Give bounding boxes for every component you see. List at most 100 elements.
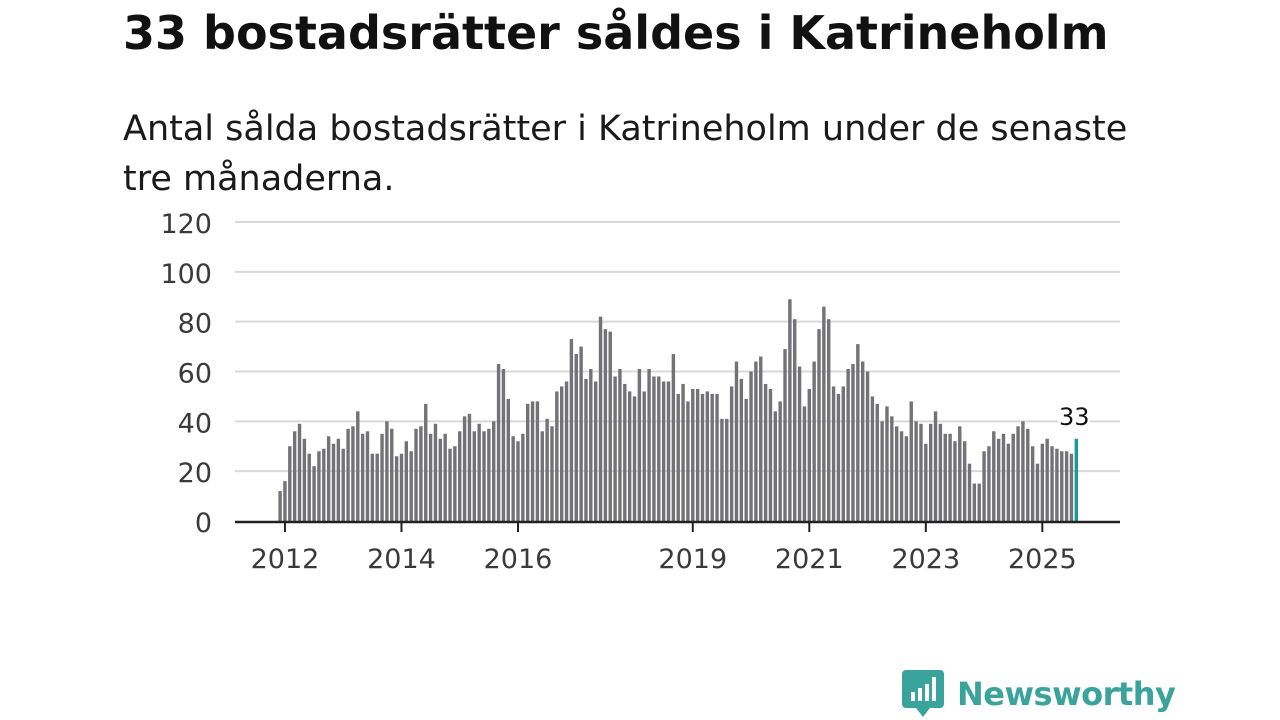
- bar: [390, 428, 394, 521]
- bar: [982, 451, 986, 521]
- bar: [788, 299, 792, 521]
- bar: [462, 416, 467, 521]
- brand-logo: Newsworthy: [902, 670, 1176, 718]
- bar: [797, 366, 802, 521]
- bar: [836, 393, 841, 521]
- y-tick-label: 20: [178, 458, 212, 489]
- x-tick-label: 2012: [251, 544, 320, 575]
- bar: [875, 403, 879, 521]
- bar: [579, 346, 583, 521]
- bar: [603, 329, 608, 521]
- bar: [647, 369, 651, 521]
- bar: [1016, 426, 1020, 521]
- bar: [506, 398, 510, 521]
- bar: [885, 406, 889, 521]
- y-tick-label: 100: [160, 259, 212, 290]
- bar: [992, 431, 996, 521]
- bar: [356, 411, 360, 521]
- bar: [598, 316, 603, 521]
- bar: [870, 396, 875, 521]
- bar: [695, 388, 700, 521]
- x-tick-label: 2025: [1008, 544, 1077, 575]
- bar: [501, 369, 506, 521]
- bar: [297, 423, 302, 521]
- bar: [894, 426, 899, 521]
- bar: [681, 383, 685, 521]
- bar: [569, 339, 574, 521]
- bar: [1001, 433, 1006, 521]
- y-tick-label: 0: [195, 508, 212, 539]
- bar: [424, 403, 428, 521]
- bar: [924, 443, 928, 521]
- bar: [671, 354, 676, 521]
- bar: [1040, 443, 1045, 521]
- bar: [919, 423, 923, 521]
- bar: [686, 401, 690, 521]
- bar: [661, 381, 666, 521]
- bar: [1045, 438, 1049, 521]
- bar: [715, 393, 719, 521]
- bar: [1021, 421, 1025, 521]
- bar: [288, 446, 292, 521]
- bar: [657, 376, 661, 521]
- bar: [394, 456, 399, 521]
- x-tick-label: 2016: [484, 544, 553, 575]
- bar: [535, 401, 540, 521]
- bar: [1011, 433, 1015, 521]
- bar: [399, 453, 404, 521]
- bar: [705, 391, 710, 521]
- bar: [317, 451, 321, 521]
- bar: [1006, 443, 1011, 521]
- y-tick-label: 40: [178, 408, 212, 439]
- bar: [1050, 446, 1054, 521]
- brand-name: Newsworthy: [957, 675, 1176, 713]
- bar: [380, 433, 384, 521]
- bar: [346, 428, 350, 521]
- bar: [341, 448, 345, 521]
- bar: [904, 436, 909, 521]
- bar: [749, 371, 753, 521]
- bar: [1035, 463, 1040, 521]
- bar: [763, 383, 768, 521]
- bar: [909, 401, 913, 521]
- bar: [496, 364, 501, 521]
- bar: [817, 329, 821, 521]
- bar: [453, 446, 457, 521]
- bar: [1055, 448, 1059, 521]
- bar: [336, 438, 341, 521]
- bar: [768, 388, 773, 521]
- bar: [666, 381, 671, 521]
- highlight-value-label: 33: [1059, 403, 1090, 431]
- bar: [1064, 451, 1069, 521]
- y-tick-label: 80: [178, 309, 212, 340]
- bar: [1069, 453, 1074, 521]
- bar: [967, 463, 972, 521]
- bar: [928, 423, 933, 521]
- bar: [613, 376, 617, 521]
- bar: [899, 431, 904, 521]
- bar: [943, 433, 947, 521]
- bar: [443, 433, 447, 521]
- bar: [419, 426, 423, 521]
- bar: [734, 361, 739, 521]
- gridlines: [235, 221, 1120, 473]
- bar: [676, 393, 680, 521]
- bar: [720, 418, 724, 521]
- bar: [1060, 451, 1064, 521]
- x-tick-label: 2023: [891, 544, 960, 575]
- bar: [477, 423, 481, 521]
- bar: [846, 369, 850, 521]
- bar-highlight: [1074, 438, 1079, 521]
- bar: [618, 369, 622, 521]
- x-tick-label: 2021: [775, 544, 844, 575]
- bar: [958, 426, 962, 521]
- bar: [589, 369, 593, 521]
- bar: [632, 396, 637, 521]
- bar: [608, 331, 612, 521]
- bar: [1030, 446, 1035, 521]
- bar: [831, 386, 836, 521]
- bar: [856, 344, 860, 521]
- bar: [375, 453, 379, 521]
- bar: [793, 319, 797, 521]
